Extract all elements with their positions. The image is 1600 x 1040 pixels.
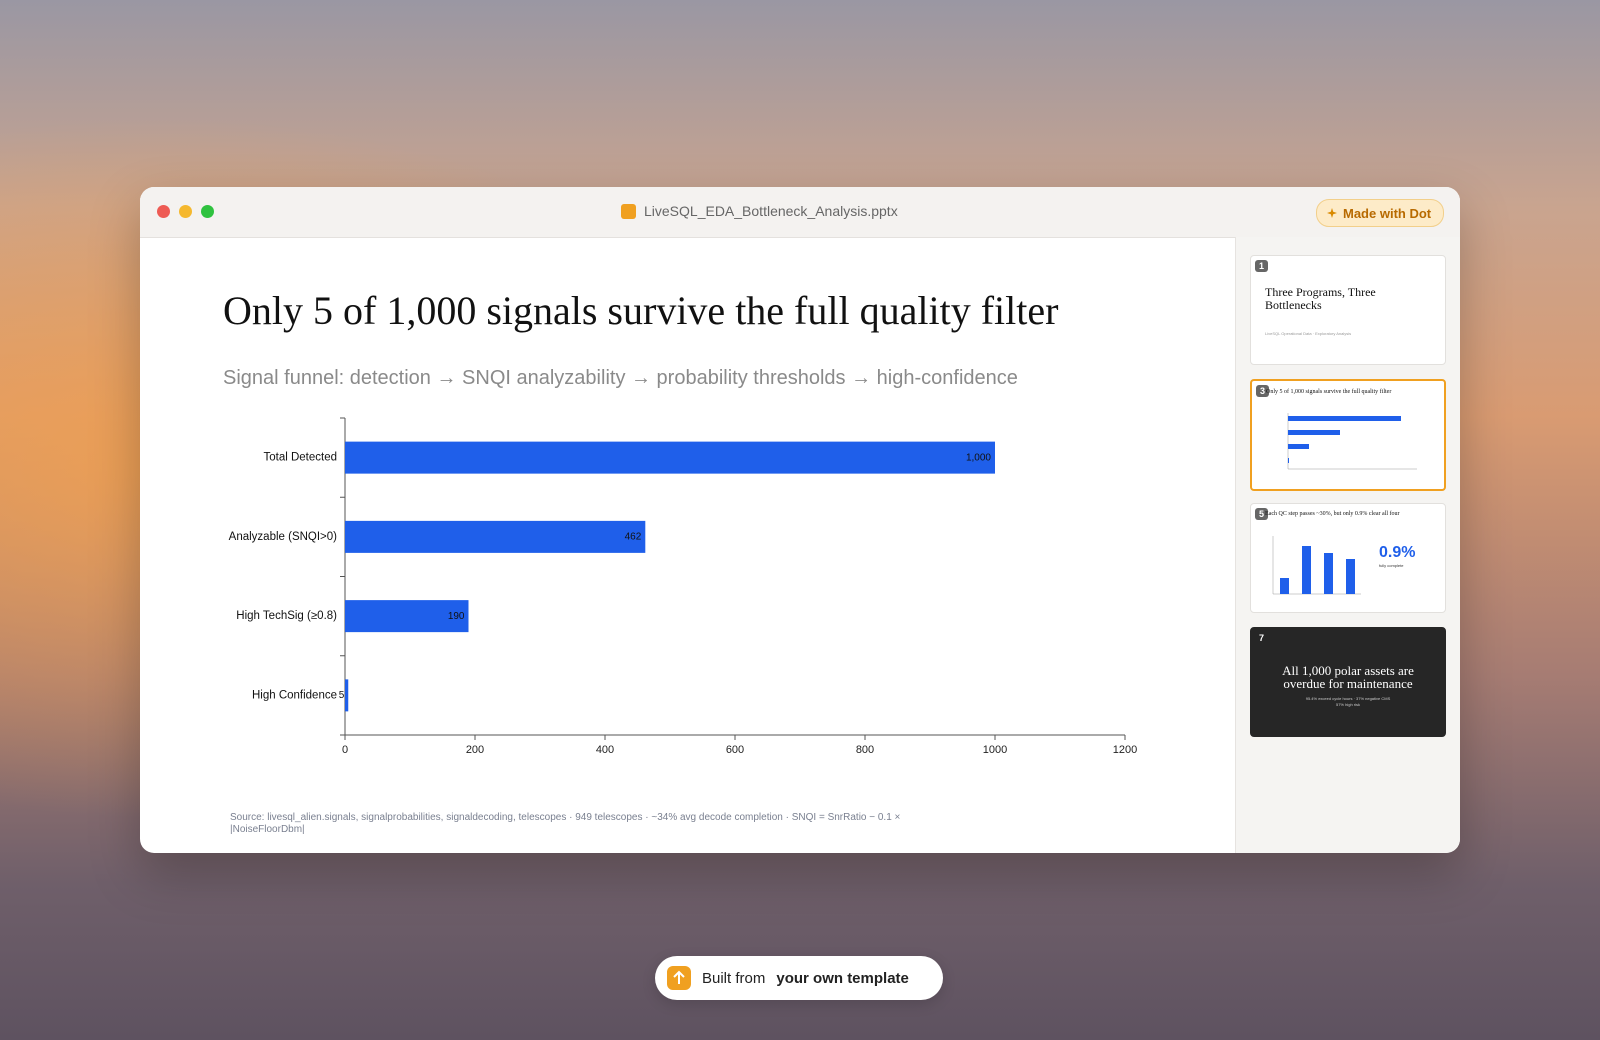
slide-number: 7	[1255, 632, 1269, 644]
bar	[345, 600, 469, 633]
slide-number: 3	[1256, 385, 1270, 397]
slide-subtitle: Signal funnel: detection → SNQI analyzab…	[223, 367, 1018, 389]
x-tick-label: 0	[342, 744, 348, 756]
thumb-chart	[1272, 536, 1361, 595]
x-tick-label: 400	[596, 744, 614, 756]
value-label: 190	[448, 611, 465, 622]
slide-thumbnail[interactable]: 5 Each QC step passes ~30%, but only 0.9…	[1250, 503, 1446, 613]
thumb-title: All 1,000 polar assets are overdue for m…	[1282, 663, 1414, 691]
app-window: LiveSQL_EDA_Bottleneck_Analysis.pptx Mad…	[140, 187, 1460, 853]
thumb-stat: 0.9%	[1379, 544, 1416, 561]
thumb-subtitle: LiveSQL Operational Data · Exploratory A…	[1265, 331, 1352, 336]
value-label: 462	[625, 532, 642, 543]
thumb-title: Each QC step passes ~30%, but only 0.9% …	[1265, 511, 1400, 517]
thumb-title: Three Programs, Three Bottlenecks	[1265, 285, 1376, 312]
x-tick-label: 800	[856, 744, 874, 756]
value-label: 5	[339, 690, 345, 701]
close-button[interactable]	[157, 205, 170, 218]
bar	[345, 679, 349, 712]
footer-pill: Built from your own template	[655, 956, 943, 1000]
thumb-stat-label: fully complete	[1379, 563, 1404, 568]
y-tick-label: High TechSig (≥0.8)	[236, 610, 337, 622]
x-tick-label: 200	[466, 744, 484, 756]
footer-prefix: Built from	[702, 969, 766, 987]
source-note: Source: livesql_alien.signals, signalpro…	[230, 812, 901, 835]
slide-number: 5	[1255, 508, 1269, 520]
sparkle-icon	[1327, 208, 1337, 218]
slide-sidebar: 1 Three Programs, Three Bottlenecks Live…	[1235, 237, 1460, 853]
bar	[345, 441, 995, 474]
y-tick-label: Analyzable (SNQI>0)	[229, 531, 338, 543]
footer-emphasis: your own template	[776, 969, 909, 987]
file-name: LiveSQL_EDA_Bottleneck_Analysis.pptx	[644, 203, 898, 219]
upload-icon	[667, 966, 691, 990]
x-tick-label: 600	[726, 744, 744, 756]
slide-thumbnail[interactable]: 7 All 1,000 polar assets are overdue for…	[1250, 627, 1446, 737]
y-tick-label: Total Detected	[263, 452, 337, 464]
slide-title: Only 5 of 1,000 signals survive the full…	[223, 288, 1059, 333]
y-tick-label: High Confidence	[252, 689, 337, 701]
thumb-subtitle: 95.4% exceed cycle hours · 37% negative …	[1305, 696, 1391, 701]
title-bar: LiveSQL_EDA_Bottleneck_Analysis.pptx Mad…	[140, 187, 1460, 238]
thumb-note: 57% high risk	[1335, 702, 1360, 707]
minimize-button[interactable]	[179, 205, 192, 218]
x-tick-label: 1200	[1113, 744, 1137, 756]
thumb-chart	[1287, 413, 1417, 470]
file-icon	[621, 204, 636, 219]
x-tick-label: 1000	[983, 744, 1007, 756]
maximize-button[interactable]	[201, 205, 214, 218]
badge-label: Made with Dot	[1343, 205, 1432, 221]
slide-thumbnail-selected[interactable]: 3 Only 5 of 1,000 signals survive the fu…	[1250, 379, 1446, 491]
made-with-dot-button[interactable]: Made with Dot	[1316, 199, 1445, 227]
slide-number: 1	[1255, 260, 1269, 272]
slide-thumbnail[interactable]: 1 Three Programs, Three Bottlenecks Live…	[1250, 255, 1446, 365]
thumb-title: Only 5 of 1,000 signals survive the full…	[1266, 389, 1392, 395]
bar	[345, 520, 646, 553]
value-label: 1,000	[966, 452, 991, 463]
